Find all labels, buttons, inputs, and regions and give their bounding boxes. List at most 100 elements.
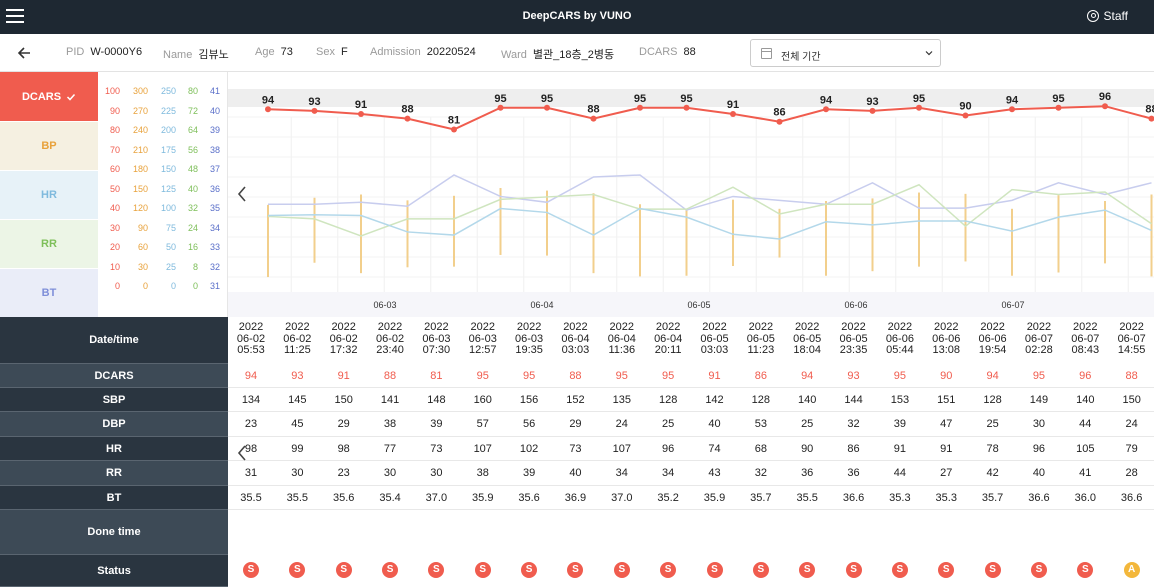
bt-cell: 35.5: [286, 492, 309, 504]
period-select[interactable]: 전체 기간: [750, 39, 941, 67]
tab-hr[interactable]: HR: [0, 170, 98, 219]
chart-prev-arrow[interactable]: [236, 185, 248, 203]
status-badge[interactable]: S: [243, 562, 259, 578]
menu-icon[interactable]: [6, 8, 24, 24]
hr-cell: 73: [430, 443, 443, 455]
status-badge[interactable]: S: [382, 562, 399, 578]
sbp-cell: 153: [890, 394, 910, 406]
scale-dcars-tick: 30: [109, 222, 120, 233]
status-badge[interactable]: S: [660, 562, 677, 578]
dcars-cell: 95: [522, 370, 536, 382]
hr-cell: 91: [940, 443, 953, 455]
sbp-cell: 140: [1076, 394, 1095, 406]
tab-label: BP: [41, 140, 57, 152]
hr-cell: 107: [612, 443, 631, 455]
ward-field: Ward 별관_18층_2병동: [501, 49, 615, 61]
dbp-cell: 23: [244, 418, 258, 430]
scale-hr-tick: 100: [160, 203, 176, 213]
status-badge[interactable]: S: [613, 562, 630, 578]
datetime-cell: 2022 06-05 23:35: [839, 321, 868, 356]
tab-rr[interactable]: RR: [0, 219, 98, 268]
chart-svg: 94 93 91 88 81 95 95 88 95 95 91 86 94 93 95 90 94 95 96 88…: [228, 89, 1154, 317]
rr-cell: 34: [662, 467, 675, 479]
pid-field: PID W-0000Y6: [66, 46, 143, 58]
sbp-cell: 150: [334, 394, 353, 406]
status-badge[interactable]: S: [289, 562, 306, 578]
status-badge[interactable]: S: [1030, 562, 1047, 578]
scale-bp-tick: 90: [137, 222, 148, 233]
scale-bt-tick: 31: [209, 281, 220, 291]
scale-dcars-tick: 70: [109, 144, 120, 155]
dcars-data-label: 88: [587, 104, 599, 116]
dcars-data-label: 96: [1099, 91, 1111, 103]
status-badge[interactable]: S: [938, 562, 955, 578]
user-menu[interactable]: Staff: [1086, 9, 1128, 23]
status-badge[interactable]: S: [984, 562, 1001, 578]
dbp-cell: 40: [708, 418, 721, 430]
status-badge[interactable]: S: [799, 562, 816, 578]
bt-cell: 36.0: [1074, 492, 1096, 504]
dcars-point: [962, 112, 969, 119]
scale-dcars-tick: 100: [104, 86, 120, 96]
dcars-cell: 88: [569, 370, 582, 382]
scale-panel: 100 300 250 80 41 90 270 225 72 40 80 240 200 64 39 70 2…: [98, 72, 228, 317]
bt-cell: 37.0: [425, 492, 448, 504]
table-prev-arrow[interactable]: [236, 444, 248, 462]
datetime-cell: 2022 06-03 07:30: [422, 321, 451, 356]
row-label-dcars: DCARS: [0, 364, 228, 388]
dcars-point: [404, 115, 411, 122]
scale-hr-tick: 250: [160, 86, 176, 96]
scale-hr-tick: 200: [160, 125, 176, 135]
scale-bt-tick: 36: [209, 183, 220, 194]
chevron-down-icon: [925, 51, 933, 56]
datetime-cell: 2022 06-06 19:54: [978, 321, 1007, 356]
scale-dcars-tick: 50: [109, 183, 120, 194]
rr-cell: 40: [1032, 467, 1046, 479]
sbp-cell: 128: [983, 394, 1002, 406]
tab-label: HR: [41, 189, 57, 201]
dcars-point: [1102, 103, 1108, 110]
back-arrow-icon[interactable]: [16, 45, 32, 61]
datetime-cell: 2022 06-06 05:44: [885, 321, 914, 356]
age-field: Age 73: [255, 46, 293, 58]
tab-dcars[interactable]: DCARS: [0, 72, 98, 121]
status-badge[interactable]: S: [474, 562, 491, 578]
sbp-cell: 156: [519, 394, 539, 406]
status-badge[interactable]: S: [335, 562, 352, 578]
scale-hr-tick: 225: [160, 105, 176, 116]
status-badge[interactable]: S: [891, 562, 908, 578]
scale-bt-tick: 40: [209, 105, 220, 116]
dbp-cell: 39: [893, 418, 907, 430]
hr-cell: 98: [337, 443, 350, 455]
scale-bt-tick: 34: [209, 222, 220, 233]
status-badge[interactable]: S: [1077, 562, 1094, 578]
dcars-band: [228, 89, 1154, 107]
status-badge[interactable]: S: [521, 562, 538, 578]
dcars-data-label: 93: [308, 96, 320, 108]
dbp-cell: 32: [847, 418, 860, 430]
rr-cell: 44: [893, 467, 907, 479]
bt-cell: 35.6: [332, 492, 355, 504]
rr-cell: 30: [291, 467, 304, 479]
admission-field: Admission 20220524: [370, 46, 476, 58]
datetime-cell: 2022 06-04 11:36: [607, 321, 636, 356]
dcars-point: [451, 126, 457, 133]
row-label-sbp: SBP: [0, 388, 228, 412]
status-badge[interactable]: S: [567, 562, 584, 578]
row-label-status: Status: [0, 555, 228, 587]
scale-bp-tick: 30: [137, 261, 148, 272]
tab-bp[interactable]: BP: [0, 121, 98, 170]
status-badge[interactable]: S: [706, 562, 723, 578]
dcars-cell: 95: [476, 370, 489, 382]
scale-hr-tick: 125: [160, 183, 176, 194]
status-badge[interactable]: S: [428, 562, 445, 578]
datetime-cell: 2022 06-04 20:11: [654, 321, 683, 356]
scale-dcars-tick: 90: [109, 105, 120, 116]
tab-bt[interactable]: BT: [0, 268, 98, 317]
sbp-cell: 144: [844, 394, 863, 406]
vitals-chart: 94 93 91 88 81 95 95 88 95 95 91 86 94 93 95 90 94 95 96 88…: [228, 72, 1154, 317]
status-badge[interactable]: A: [1123, 562, 1140, 578]
status-badge[interactable]: S: [845, 562, 862, 578]
status-badge[interactable]: S: [752, 562, 769, 578]
dbp-cell: 47: [940, 418, 953, 430]
